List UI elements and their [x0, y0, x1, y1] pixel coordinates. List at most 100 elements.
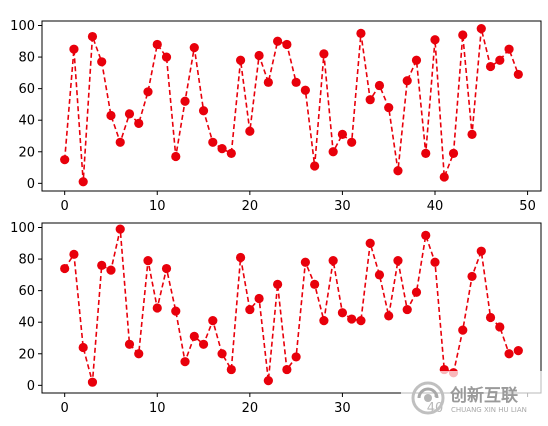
data-point [504, 44, 514, 54]
data-point [245, 126, 255, 136]
data-point [97, 260, 107, 270]
series-line [64, 228, 519, 383]
data-point [161, 52, 172, 62]
data-point [421, 148, 431, 158]
watermark-en-text: CHUANG XIN HU LIAN [451, 406, 527, 414]
axes-frame [41, 20, 542, 192]
data-point [217, 144, 227, 154]
data-point [87, 31, 98, 42]
data-point [300, 257, 310, 267]
data-point [458, 30, 468, 40]
data-point [310, 161, 320, 171]
data-point [189, 331, 199, 342]
data-point [467, 129, 477, 140]
data-point [374, 270, 385, 280]
data-point [208, 316, 218, 326]
data-point [337, 129, 348, 140]
data-point [310, 279, 320, 289]
data-point [319, 316, 329, 326]
data-point [180, 357, 190, 367]
y-tick-label: 100 [10, 221, 35, 236]
data-point [384, 311, 394, 321]
data-point [411, 287, 422, 297]
data-point [411, 55, 422, 65]
data-point [495, 55, 505, 65]
data-point [235, 55, 246, 65]
data-point [245, 304, 255, 315]
watermark: 创新互联 CHUANG XIN HU LIAN [401, 371, 548, 426]
data-point [180, 96, 190, 106]
x-tick-label: 0 [61, 199, 69, 214]
data-point [328, 147, 338, 157]
watermark-cn-text: 创新互联 [449, 385, 518, 406]
data-point [291, 77, 301, 87]
x-tick-label: 30 [334, 199, 351, 214]
data-point [393, 166, 403, 176]
y-tick-label: 0 [27, 379, 35, 394]
data-point [347, 137, 357, 147]
data-point [485, 61, 496, 72]
data-point [374, 80, 385, 91]
data-point [439, 172, 449, 182]
data-point [115, 137, 125, 147]
data-point [476, 24, 486, 34]
x-tick-label: 30 [334, 401, 351, 416]
x-tick-label: 20 [242, 401, 259, 416]
data-point [513, 69, 523, 80]
data-point [60, 263, 70, 274]
y-tick-label: 40 [18, 114, 35, 129]
data-point [60, 155, 70, 165]
data-point [300, 85, 310, 95]
y-tick-label: 20 [18, 145, 35, 160]
data-point [458, 325, 468, 335]
data-point [347, 314, 357, 324]
data-point [134, 349, 144, 359]
y-tick-label: 20 [18, 347, 35, 362]
data-point [273, 36, 283, 46]
data-point [384, 102, 394, 113]
y-tick-label: 0 [27, 177, 35, 192]
data-point [513, 346, 523, 356]
data-point [106, 265, 116, 275]
data-point [254, 293, 264, 304]
data-point [282, 39, 292, 50]
data-point [263, 77, 273, 87]
data-point [337, 308, 348, 318]
data-point [430, 35, 440, 45]
data-point [235, 252, 246, 263]
x-tick-label: 0 [61, 401, 69, 416]
data-point [226, 364, 236, 375]
data-point [365, 238, 375, 248]
x-tick-label: 40 [427, 199, 444, 214]
data-point [69, 44, 79, 54]
data-point [198, 106, 209, 116]
data-point [356, 316, 366, 326]
data-point [143, 87, 153, 97]
data-point [171, 306, 181, 316]
data-point [198, 339, 209, 349]
y-tick-label: 60 [18, 82, 35, 97]
y-tick-label: 40 [18, 316, 35, 331]
x-tick-label: 10 [149, 199, 166, 214]
data-point [143, 256, 153, 266]
data-point [134, 118, 144, 128]
data-point [365, 95, 375, 105]
data-point [124, 109, 135, 119]
data-point [171, 151, 181, 162]
data-point [226, 148, 236, 158]
data-point [69, 249, 79, 259]
data-point [87, 377, 98, 387]
x-tick-label: 20 [242, 199, 259, 214]
data-point [421, 230, 431, 240]
data-point [189, 42, 199, 53]
data-point [106, 110, 116, 121]
data-point [208, 137, 218, 147]
data-point [161, 263, 172, 274]
x-tick-label: 10 [149, 401, 166, 416]
data-point [115, 224, 125, 234]
data-point [254, 50, 264, 61]
y-tick-label: 80 [18, 253, 35, 268]
data-point [78, 342, 88, 353]
data-point [152, 39, 162, 50]
